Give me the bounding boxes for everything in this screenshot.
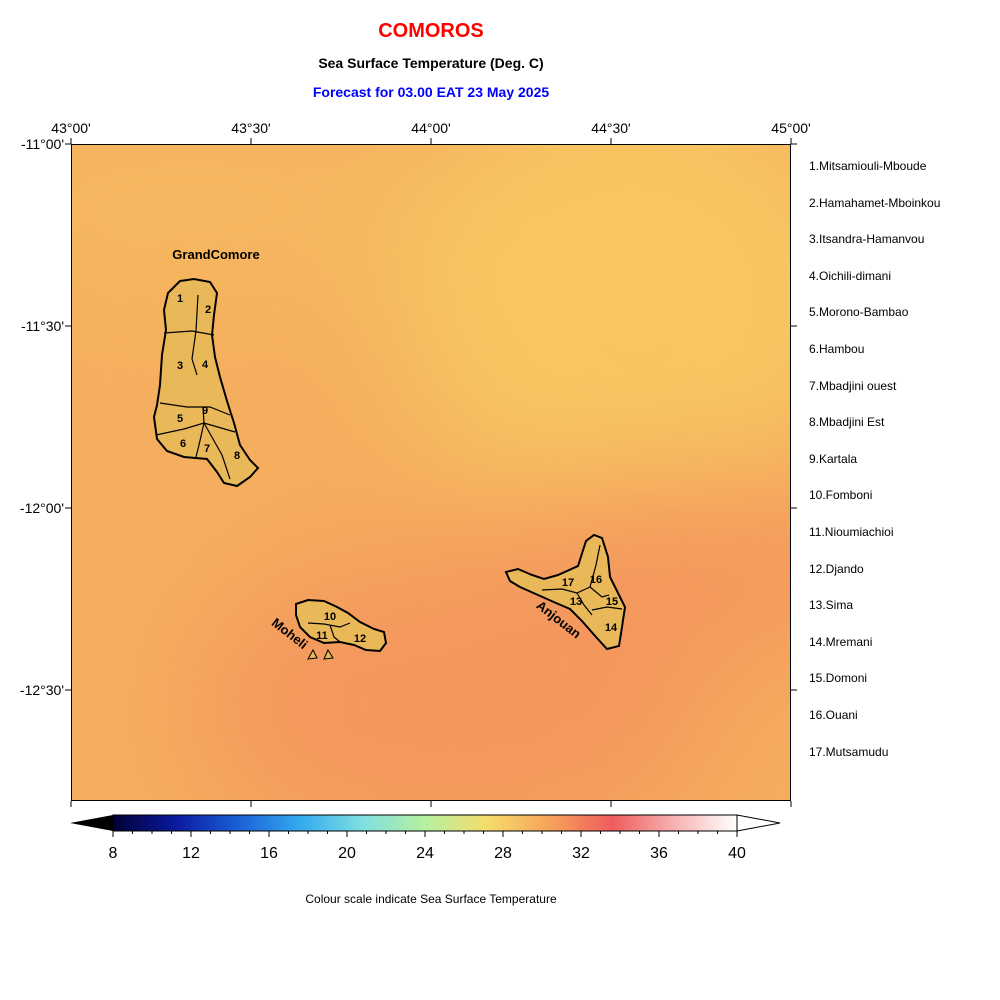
- forecast-time: Forecast for 03.00 EAT 23 May 2025: [312, 84, 550, 100]
- region-number: 3: [177, 360, 183, 372]
- district-boundaries: [541, 544, 623, 616]
- region-number: 13: [570, 596, 582, 608]
- island-grand-comore: 1 2 3 4 5 6 7 8 9 GrandComore: [152, 247, 260, 488]
- region-number: 9: [202, 405, 208, 417]
- legend-item: 16.Ouani: [809, 707, 858, 722]
- colorbar-low-arrow: [70, 815, 113, 831]
- region-number: 12: [354, 633, 366, 645]
- legend-item: 2.Hamahamet-Mboinkou: [809, 195, 941, 210]
- region-number: 6: [180, 438, 186, 450]
- region-number: 5: [177, 413, 183, 425]
- colorbar-tick-label: 20: [338, 845, 356, 862]
- lon-tick-label: 43°00': [51, 120, 91, 136]
- legend-item: 1.Mitsamiouli-Mboude: [809, 159, 927, 173]
- legend-item: 4.Oichili-dimani: [809, 268, 892, 283]
- colorbar-high-arrow: [736, 814, 781, 832]
- colorbar-ticks: 8 12 16 20 24 28 32 36 40: [109, 831, 746, 862]
- region-number: 11: [316, 630, 328, 642]
- legend-item: 12.Djando: [809, 561, 864, 576]
- sst-cool-zone: [392, 145, 790, 515]
- legend-item: 3.Itsandra-Hamanvou: [809, 232, 925, 247]
- region-number: 7: [204, 443, 210, 455]
- region-number: 14: [605, 622, 618, 634]
- sst-map: 1 2 3 4 5 6 7 8 9 GrandComore 10 11 12 M…: [71, 144, 791, 801]
- legend-item: 17.Mutsamudu: [809, 744, 889, 759]
- lat-tick-label: -12°30': [19, 682, 64, 698]
- colorbar-tick-label: 32: [572, 845, 590, 862]
- lon-tick-label: 43°30': [231, 120, 271, 136]
- legend-item: 7.Mbadjini ouest: [809, 378, 897, 393]
- legend-item: 10.Fomboni: [809, 488, 873, 503]
- island-outline: [504, 533, 627, 651]
- region-number: 15: [606, 596, 618, 608]
- legend-item: 9.Kartala: [809, 451, 858, 466]
- district-boundaries: [155, 294, 236, 480]
- map-subtitle: Sea Surface Temperature (Deg. C): [318, 55, 544, 71]
- colorbar-tick-label: 16: [260, 845, 278, 862]
- legend-item: 15.Domoni: [809, 671, 868, 686]
- district-legend: 1.Mitsamiouli-Mboude 2.Hamahamet-Mboinkou…: [809, 156, 940, 778]
- lon-tick-label: 44°00': [411, 120, 451, 136]
- region-number: 8: [234, 450, 240, 462]
- sst-warm-zone: [72, 145, 452, 325]
- region-number: 17: [562, 577, 574, 589]
- region-number: 4: [202, 359, 209, 371]
- lat-tick-label: -11°00': [20, 136, 64, 152]
- colorbar-tick-label: 28: [494, 845, 512, 862]
- colorbar-tick-label: 12: [182, 845, 200, 862]
- colorbar-tick-label: 8: [109, 845, 118, 862]
- region-number: 1: [177, 293, 183, 305]
- islet: [307, 648, 334, 660]
- colorbar-tick-label: 36: [650, 845, 668, 862]
- legend-item: 5.Morono-Bambao: [809, 305, 909, 320]
- island-outline: [295, 598, 388, 653]
- region-number: 2: [205, 304, 211, 316]
- sst-map-canvas: 1 2 3 4 5 6 7 8 9 GrandComore 10 11 12 M…: [72, 145, 790, 800]
- lat-tick-label: -12°00': [19, 500, 64, 516]
- lon-tick-label: 45°00': [771, 120, 811, 136]
- colorbar-caption: Colour scale indicate Sea Surface Temper…: [305, 892, 557, 906]
- colorbar-tick-label: 24: [416, 845, 434, 862]
- colorbar-tick-label: 40: [728, 845, 746, 862]
- region-number: 16: [590, 574, 602, 586]
- lon-tick-label: 44°30': [591, 120, 631, 136]
- colorbar-bar: [112, 814, 738, 832]
- island-outline: [152, 277, 260, 488]
- lat-tick-label: -11°30': [20, 318, 64, 334]
- region-number: 10: [324, 611, 336, 623]
- district-boundaries: [307, 622, 351, 643]
- map-title: COMOROS: [378, 20, 484, 42]
- legend-item: 6.Hambou: [809, 341, 865, 356]
- island-label-grand-comore: GrandComore: [172, 247, 259, 262]
- legend-item: 13.Sima: [809, 598, 854, 613]
- legend-item: 8.Mbadjini Est: [809, 415, 885, 430]
- legend-item: 11.Nioumiachioi: [809, 524, 894, 539]
- legend-item: 14.Mremani: [809, 634, 873, 649]
